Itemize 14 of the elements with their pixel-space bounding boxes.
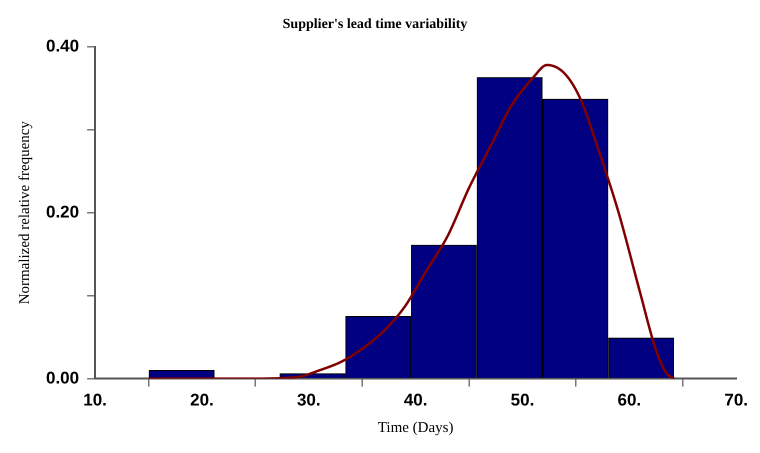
x-tick-label: 70.: [724, 390, 748, 410]
x-axis-title: Time (Days): [378, 420, 454, 436]
x-tick-label: 50.: [510, 390, 534, 410]
y-tick-label: 0.20: [46, 202, 80, 222]
x-tick-label: 40.: [404, 390, 428, 410]
line-series: [147, 64, 676, 379]
chart-title: Supplier's lead time variability: [282, 17, 468, 32]
x-tick-label: 30.: [296, 390, 321, 410]
y-axis-title: Normalized relative frequency: [16, 120, 33, 304]
y-tick-label: 0.00: [46, 368, 80, 388]
x-tick-label: 20.: [190, 390, 214, 410]
x-tick-label: 10.: [83, 390, 107, 410]
y-tick-label: 0.40: [46, 36, 80, 56]
x-tick-label: 60.: [618, 390, 642, 410]
